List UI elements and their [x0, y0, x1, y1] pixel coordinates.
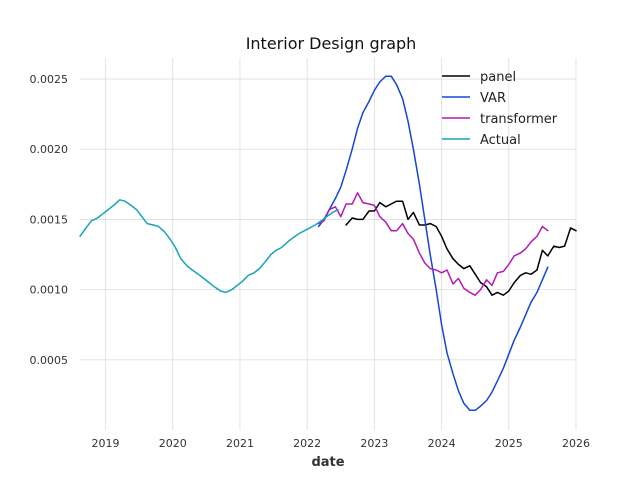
x-tick-label: 2023: [360, 437, 388, 450]
series-line-transformer: [317, 192, 549, 296]
x-tick-label: 2022: [293, 437, 321, 450]
legend-label-var: VAR: [480, 91, 506, 106]
x-tick-label: 2019: [92, 437, 120, 450]
x-tick-label: 2021: [226, 437, 254, 450]
series-line-panel: [345, 200, 577, 296]
series-line-var: [317, 75, 549, 412]
y-tick-label: 0.0015: [30, 213, 69, 226]
x-tick-label: 2024: [428, 437, 456, 450]
grid: [80, 58, 577, 430]
x-tick-label: 2025: [495, 437, 523, 450]
legend: panel VAR transformer Actual: [442, 70, 558, 148]
x-axis-ticks: 2019 2020 2021 2022 2023 2024 2025 2026: [92, 437, 590, 450]
series-group: [79, 75, 577, 412]
x-axis-label: date: [311, 455, 344, 470]
legend-label-panel: panel: [480, 70, 516, 85]
legend-label-actual: Actual: [480, 133, 521, 148]
y-tick-label: 0.0005: [30, 354, 69, 367]
y-tick-label: 0.0025: [30, 73, 69, 86]
x-tick-label: 2020: [159, 437, 187, 450]
y-axis-ticks: 0.0005 0.0010 0.0015 0.0020 0.0025: [30, 73, 69, 367]
chart-title: Interior Design graph: [246, 34, 417, 53]
y-tick-label: 0.0020: [30, 143, 69, 156]
legend-label-transformer: transformer: [480, 112, 558, 127]
series-line-actual: [79, 199, 339, 294]
y-tick-label: 0.0010: [30, 284, 69, 297]
x-tick-label: 2026: [562, 437, 590, 450]
